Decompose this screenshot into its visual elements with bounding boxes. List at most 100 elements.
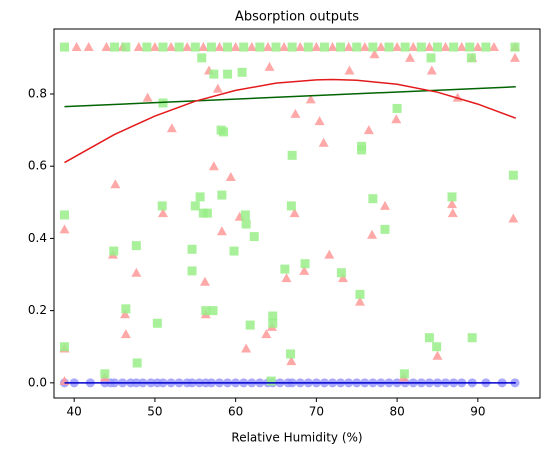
point bbox=[157, 201, 167, 211]
point bbox=[261, 329, 272, 339]
plot-frame bbox=[53, 28, 541, 399]
point bbox=[375, 42, 386, 52]
point bbox=[287, 42, 297, 52]
point bbox=[255, 42, 265, 52]
point bbox=[201, 306, 211, 316]
point bbox=[239, 42, 249, 52]
point bbox=[219, 127, 229, 137]
point bbox=[447, 192, 457, 202]
point bbox=[59, 342, 69, 352]
point bbox=[481, 42, 491, 52]
point bbox=[359, 42, 370, 52]
point bbox=[367, 229, 378, 239]
point bbox=[268, 318, 278, 328]
point bbox=[109, 246, 119, 256]
point bbox=[225, 172, 236, 182]
point bbox=[120, 329, 131, 339]
point bbox=[352, 42, 362, 52]
y-tick-label: 0.2 bbox=[28, 303, 47, 317]
point bbox=[391, 114, 402, 124]
point bbox=[281, 273, 292, 283]
point bbox=[241, 219, 251, 229]
point bbox=[237, 67, 247, 77]
fit-line bbox=[64, 86, 516, 108]
point bbox=[131, 241, 141, 251]
point bbox=[268, 311, 278, 321]
point bbox=[209, 69, 219, 79]
point bbox=[324, 249, 335, 259]
point bbox=[287, 150, 297, 160]
x-tick-label: 70 bbox=[309, 405, 324, 419]
x-tick-label: 80 bbox=[389, 405, 404, 419]
point bbox=[510, 42, 520, 52]
point bbox=[295, 42, 306, 52]
point bbox=[318, 137, 329, 147]
point bbox=[299, 265, 310, 275]
point bbox=[368, 42, 378, 52]
point bbox=[131, 267, 142, 277]
point bbox=[327, 42, 338, 52]
point bbox=[319, 42, 329, 52]
point bbox=[472, 42, 483, 52]
point bbox=[187, 244, 197, 254]
point bbox=[508, 213, 519, 223]
point bbox=[289, 208, 300, 218]
point bbox=[466, 53, 476, 63]
point bbox=[465, 42, 475, 52]
point bbox=[174, 42, 184, 52]
point bbox=[110, 179, 121, 189]
point bbox=[208, 161, 219, 171]
point bbox=[488, 42, 499, 52]
point bbox=[266, 376, 276, 386]
point bbox=[121, 304, 131, 314]
point bbox=[286, 201, 296, 211]
point bbox=[208, 306, 218, 316]
point bbox=[416, 42, 426, 52]
point bbox=[264, 61, 275, 71]
point bbox=[216, 226, 227, 236]
point bbox=[432, 350, 443, 360]
point bbox=[142, 42, 152, 52]
point bbox=[314, 116, 325, 126]
point bbox=[71, 42, 82, 52]
point bbox=[245, 320, 255, 330]
point bbox=[158, 42, 168, 52]
y-tick-label: 0.0 bbox=[28, 375, 47, 389]
point bbox=[110, 42, 120, 52]
point bbox=[59, 224, 70, 234]
point bbox=[286, 349, 296, 359]
point bbox=[262, 42, 273, 52]
point bbox=[157, 208, 168, 218]
point bbox=[380, 224, 390, 234]
point bbox=[121, 42, 131, 52]
point bbox=[223, 42, 233, 52]
point bbox=[405, 52, 416, 62]
point bbox=[311, 42, 322, 52]
point bbox=[432, 42, 442, 52]
y-tick-label: 0.8 bbox=[28, 86, 47, 100]
y-tick-label: 0.6 bbox=[28, 159, 47, 173]
point bbox=[202, 208, 212, 218]
point bbox=[336, 268, 346, 278]
chart-title: Absorption outputs bbox=[235, 10, 359, 25]
point bbox=[279, 42, 290, 52]
point bbox=[344, 65, 355, 75]
point bbox=[249, 232, 259, 242]
point bbox=[241, 343, 252, 353]
point bbox=[271, 42, 281, 52]
point bbox=[217, 190, 227, 200]
point bbox=[190, 42, 200, 52]
point bbox=[449, 42, 459, 52]
point bbox=[166, 42, 177, 52]
point bbox=[508, 170, 518, 180]
point bbox=[426, 53, 436, 63]
point bbox=[152, 318, 162, 328]
x-tick-label: 90 bbox=[470, 405, 485, 419]
point bbox=[467, 333, 477, 343]
point bbox=[379, 200, 390, 210]
point bbox=[392, 42, 403, 52]
point bbox=[223, 69, 233, 79]
x-tick-label: 60 bbox=[228, 405, 243, 419]
fit-line bbox=[64, 78, 517, 164]
point bbox=[384, 42, 394, 52]
